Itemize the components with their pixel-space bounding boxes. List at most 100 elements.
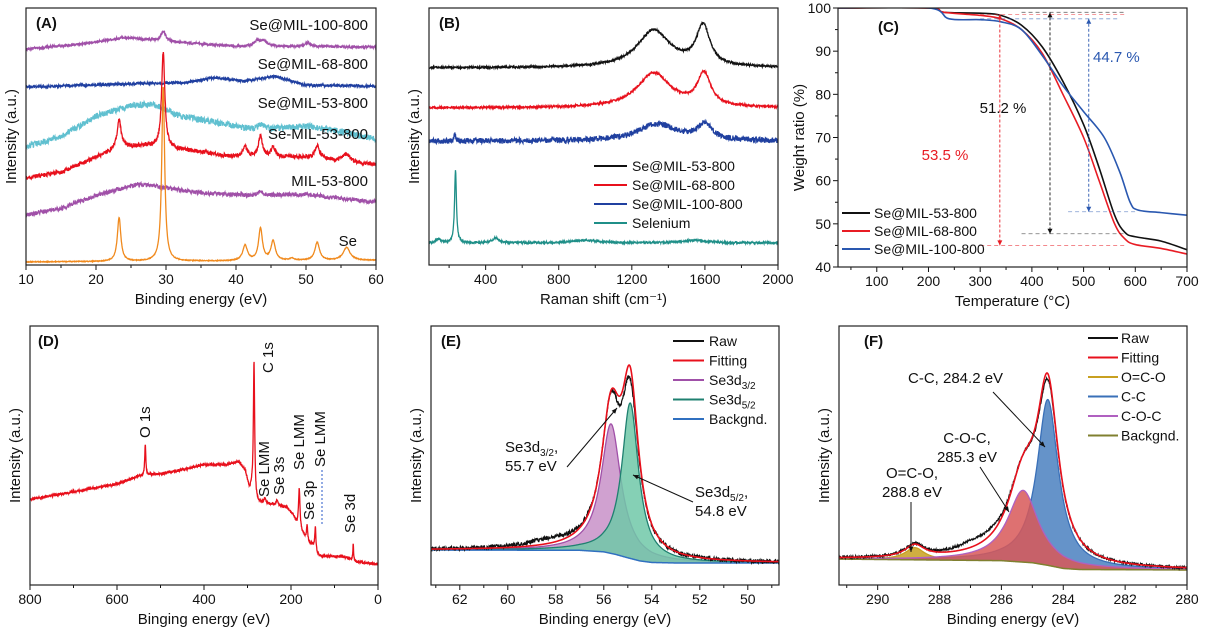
series-line-0 <box>30 361 378 567</box>
legend-label: Fitting <box>1121 350 1159 366</box>
peak-annotation: Se3d3/2,55.7 eV <box>505 407 618 475</box>
x-tick-label: 286 <box>990 591 1014 607</box>
y-axis-label: Intensity (a.u.) <box>408 408 425 503</box>
mass-loss-label: 44.7 % <box>1093 49 1140 66</box>
plot-frame <box>838 325 1188 586</box>
annotation-arrow <box>979 466 1010 513</box>
annotation-arrow <box>632 474 694 503</box>
legend-item: Fitting <box>673 353 747 369</box>
legend-item: Selenium <box>594 215 690 231</box>
arrow-head-icon <box>1086 206 1092 212</box>
panel-d: 800 600 400 200 0 Binging energy (eV) Intensit… <box>7 325 382 628</box>
plot-frame <box>25 7 377 266</box>
series-line-2 <box>838 8 1187 216</box>
peak-annotation: O=C-O, 288.8 eV <box>882 465 942 552</box>
plot-area <box>429 21 778 247</box>
mass-loss-label: 51.2 % <box>980 100 1027 117</box>
arrow-head-icon <box>1047 12 1053 18</box>
series-line-2 <box>26 99 376 151</box>
legend-item: Se3d5/2 <box>673 392 756 412</box>
x-tick-label: 800 <box>547 271 571 287</box>
panel-label: (A) <box>36 15 57 32</box>
series-line-3 <box>429 170 778 247</box>
x-axis-label: Temperature (°C) <box>955 293 1070 310</box>
x-tick-label: 54 <box>644 591 660 607</box>
x-tick-label: 0 <box>374 591 382 607</box>
x-tick-label: 50 <box>298 271 314 287</box>
panel-label: (B) <box>439 15 460 32</box>
peak-annotation: C-C, 284.2 eV <box>908 370 1046 448</box>
peak-label: Se 3d <box>342 494 359 533</box>
arrow-head-icon <box>997 240 1003 246</box>
x-tick-label: 52 <box>692 591 708 607</box>
legend-label: Selenium <box>632 215 690 231</box>
plot-frame <box>428 7 779 266</box>
legend-item: Se@MIL-100-800 <box>842 241 985 257</box>
background-line <box>839 558 1187 571</box>
annotation-energy: 55.7 eV <box>505 458 557 475</box>
legend-item: Se@MIL-68-800 <box>594 177 735 193</box>
legend-item: Se@MIL-53-800 <box>842 205 977 221</box>
x-tick-label: 500 <box>1072 273 1096 289</box>
fitting-line <box>839 372 1187 569</box>
arrow-head-icon <box>1086 18 1092 24</box>
panel-b: 400 800 1200 1600 2000 Raman shift (cm⁻¹) Inte… <box>406 7 794 308</box>
annotation-energy: 54.8 eV <box>695 503 747 520</box>
peak-label: Se LMM <box>312 411 329 467</box>
series-label: Se-MIL-53-800 <box>268 126 368 143</box>
series-label: Se@MIL-53-800 <box>258 95 368 112</box>
x-tick-label: 20 <box>88 271 104 287</box>
label-main: O=C-O <box>1121 369 1166 385</box>
y-tick-label: 50 <box>815 216 831 232</box>
series-line-3 <box>26 51 376 181</box>
mass-loss-annotation: 44.7 % <box>980 18 1140 213</box>
plot-area <box>838 8 1187 255</box>
x-tick-label: 600 <box>105 591 129 607</box>
annotation-energy: 288.8 eV <box>882 484 942 501</box>
arrow-head-icon <box>997 14 1003 20</box>
label-main: Se3d <box>709 392 742 408</box>
x-tick-label: 58 <box>548 591 564 607</box>
label-main: Raw <box>709 333 738 349</box>
label-main: Backgnd. <box>709 411 767 427</box>
x-tick-label: 10 <box>18 271 34 287</box>
x-tick-label: 800 <box>18 591 42 607</box>
annotation-energy: 285.3 eV <box>937 449 997 466</box>
label-main: C-C, 284.2 eV <box>908 370 1003 387</box>
label-main: C-C <box>1121 389 1146 405</box>
component-line-2 <box>839 489 1187 570</box>
label-main: Se3d <box>505 439 540 456</box>
legend-label: Se3d5/2 <box>709 392 756 412</box>
annotation-label: Se3d5/2, <box>695 484 748 504</box>
peak-label: Se 3p <box>301 481 318 520</box>
x-tick-label: 400 <box>192 591 216 607</box>
x-tick-label: 600 <box>1124 273 1148 289</box>
x-tick-label: 30 <box>158 271 174 287</box>
x-tick-label: 282 <box>1113 591 1137 607</box>
legend-item: O=C-O <box>1088 369 1166 385</box>
label-main: C-O-C, <box>943 430 991 447</box>
arrow-head-icon <box>633 475 639 480</box>
legend-item: Se@MIL-53-800 <box>594 158 735 174</box>
series-line-5 <box>26 86 376 264</box>
label-main: Se3d <box>709 372 742 388</box>
x-tick-label: 700 <box>1175 273 1199 289</box>
legend-label: Se@MIL-53-800 <box>874 205 977 221</box>
legend-label: Se@MIL-68-800 <box>874 223 977 239</box>
annotation-arrow <box>566 407 618 468</box>
background-line <box>431 549 779 564</box>
panel-c: 100 200 300 400 500 600 700 40 50 60 70 80 90 100 Temp… <box>791 0 1199 310</box>
component-fill-2 <box>839 490 1187 570</box>
fitting-line <box>431 364 779 563</box>
series-line-1 <box>429 68 778 111</box>
x-tick-label: 2000 <box>762 271 793 287</box>
legend-label: Se@MIL-68-800 <box>632 177 735 193</box>
legend-label: Raw <box>709 333 738 349</box>
arrow-head-icon <box>908 546 914 552</box>
arrow-head-icon <box>611 408 617 414</box>
x-axis-label: Raman shift (cm⁻¹) <box>540 291 667 308</box>
label-main: Fitting <box>1121 350 1159 366</box>
series-line-2 <box>429 118 778 146</box>
legend-item: Se@MIL-68-800 <box>842 223 977 239</box>
x-tick-label: 400 <box>1020 273 1044 289</box>
